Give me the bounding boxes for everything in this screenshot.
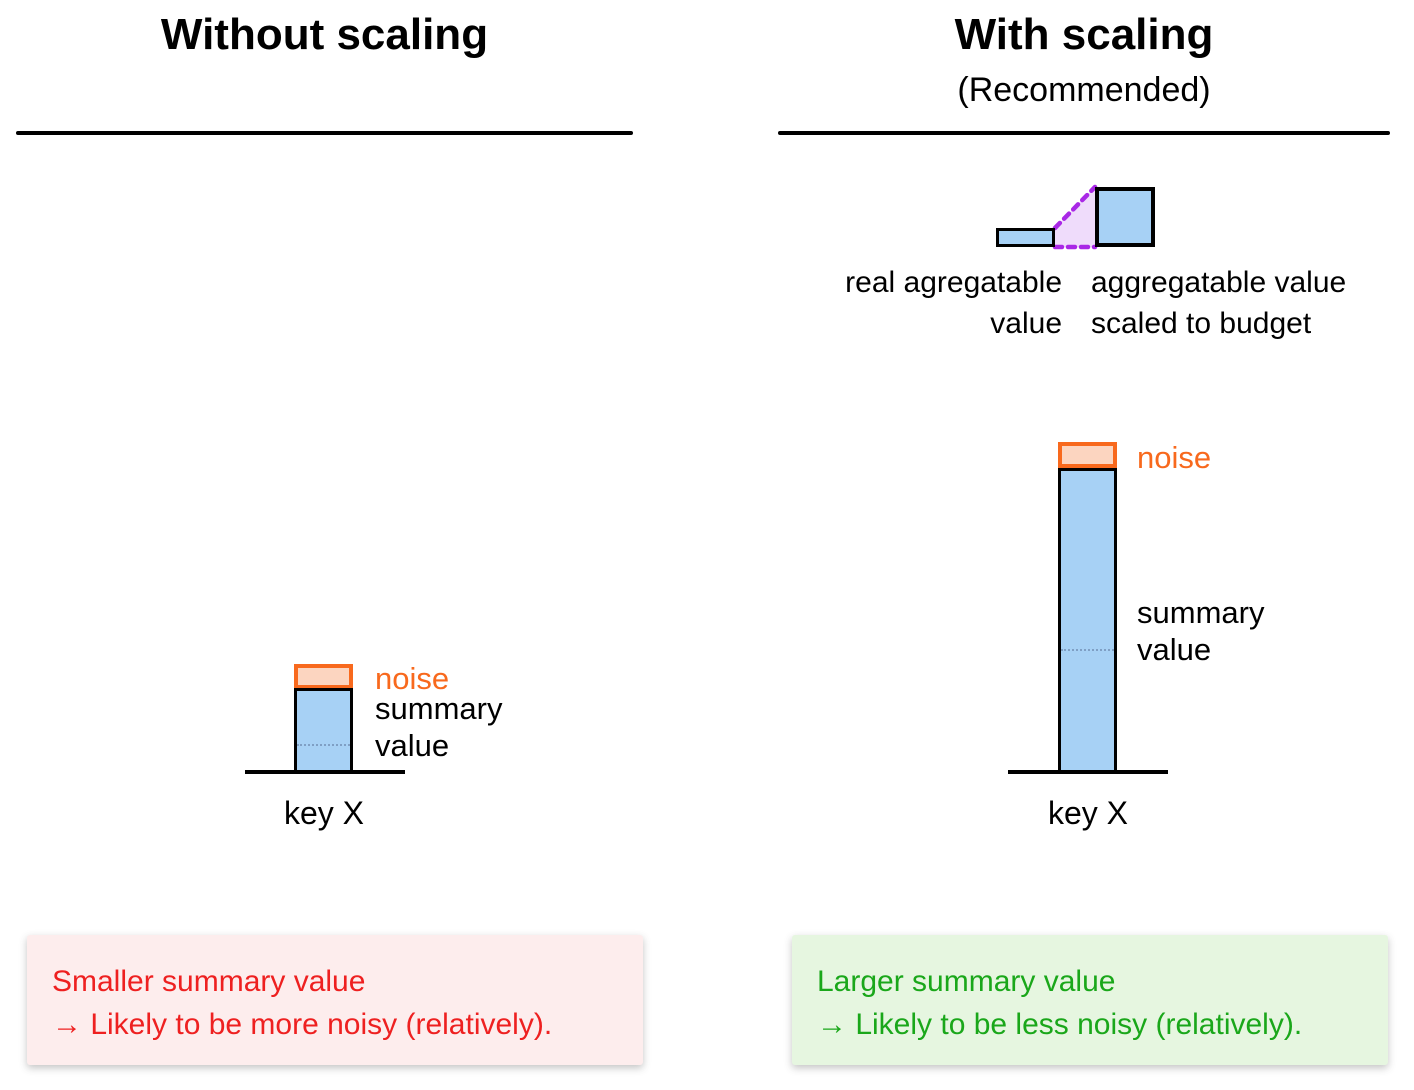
scaled-to-budget-label: aggregatable value scaled to budget: [1091, 266, 1347, 340]
left-bar-midline: [297, 744, 350, 746]
right-divider-line: [778, 131, 1390, 135]
left-callout-line1: Smaller summary value: [52, 965, 366, 998]
right-bar-midline: [1061, 649, 1114, 651]
left-summary-bar: [294, 688, 353, 773]
left-noise-label: noise: [375, 661, 450, 696]
left-callout-line2: → Likely to be more noisy (relatively).: [52, 1008, 553, 1041]
scaled-aggregatable-value-bar: [1095, 187, 1155, 247]
left-noise-cap: [294, 664, 353, 689]
left-column-title: Without scaling: [160, 10, 489, 59]
right-summary-bar: [1058, 468, 1117, 773]
right-callout-line1: Larger summary value: [817, 965, 1116, 998]
right-noise-label: noise: [1137, 440, 1212, 475]
scaling-trapezoid-graphic: [1052, 184, 1098, 250]
real-aggregatable-value-bar: [996, 228, 1055, 247]
right-summary-value-label: summary value: [1137, 595, 1265, 667]
real-aggregatable-value-label: real agregatable value: [845, 266, 1062, 340]
scaling-trapezoid-fill: [1055, 187, 1095, 247]
right-column-subtitle: (Recommended): [957, 71, 1211, 109]
left-summary-value-label: summary value: [375, 691, 503, 763]
right-callout-box: Larger summary value → Likely to be less…: [792, 935, 1388, 1065]
left-callout-box: Smaller summary value → Likely to be mor…: [27, 935, 643, 1065]
left-divider-line: [16, 131, 633, 135]
right-key-x-label: key X: [1047, 795, 1129, 831]
right-callout-line2: → Likely to be less noisy (relatively).: [817, 1008, 1303, 1041]
right-column-title: With scaling: [954, 10, 1214, 59]
left-key-x-label: key X: [283, 795, 365, 831]
right-noise-cap: [1058, 442, 1117, 468]
scaling-dashed-diagonal: [1052, 184, 1098, 231]
